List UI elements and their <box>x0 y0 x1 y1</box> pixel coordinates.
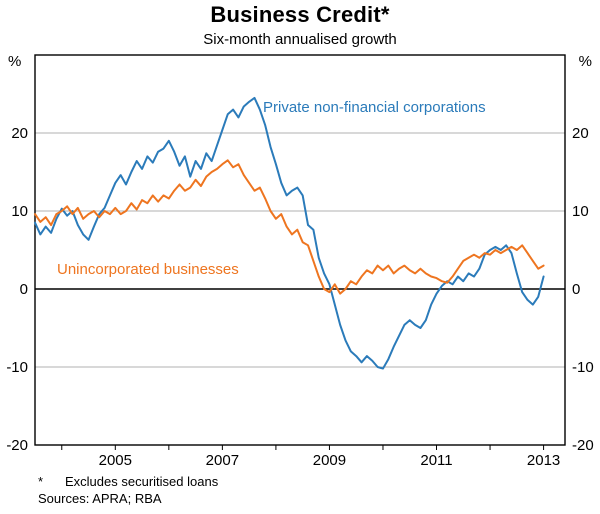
chart-subtitle: Six-month annualised growth <box>203 31 397 48</box>
y-axis-unit-left: % <box>8 53 22 70</box>
x-tick-label: 2005 <box>99 452 132 469</box>
footnote: * Excludes securitised loans <box>38 474 218 489</box>
y-tick-label-right: -20 <box>572 437 594 454</box>
y-tick-label-left: 0 <box>20 281 28 298</box>
x-tick-label: 2009 <box>313 452 346 469</box>
y-tick-label-right: 20 <box>572 125 589 142</box>
y-tick-label-left: 10 <box>11 203 28 220</box>
series-label-unincorporated: Unincorporated businesses <box>57 261 239 278</box>
y-tick-label-left: -20 <box>6 437 28 454</box>
y-tick-label-left: 20 <box>11 125 28 142</box>
y-tick-label-right: -10 <box>572 359 594 376</box>
y-tick-label-right: 0 <box>572 281 580 298</box>
x-tick-label: 2011 <box>420 452 452 469</box>
footnote-star: * <box>38 474 44 489</box>
sources-line: Sources: APRA; RBA <box>38 491 162 506</box>
x-tick-label: 2007 <box>206 452 239 469</box>
y-tick-label-right: 10 <box>572 203 589 220</box>
plot-border <box>34 54 566 446</box>
series-line-1 <box>34 159 545 295</box>
chart-title: Business Credit* <box>210 2 390 27</box>
footnote-text: Excludes securitised loans <box>65 474 219 489</box>
series-label-private-corporations: Private non-financial corporations <box>263 99 486 116</box>
y-tick-label-left: -10 <box>6 359 28 376</box>
y-axis-unit-right: % <box>578 53 592 70</box>
series-line-0 <box>34 96 545 370</box>
x-tick-label: 2013 <box>527 452 560 469</box>
